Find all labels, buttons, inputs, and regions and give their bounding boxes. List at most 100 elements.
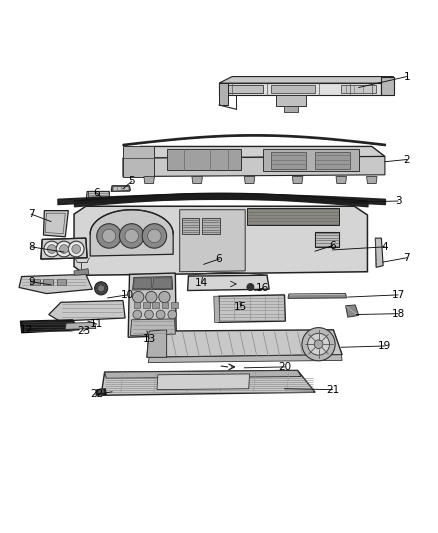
Polygon shape bbox=[341, 85, 376, 93]
Circle shape bbox=[156, 310, 165, 319]
Text: 7: 7 bbox=[28, 209, 35, 219]
Text: 19: 19 bbox=[378, 341, 392, 351]
Polygon shape bbox=[288, 294, 346, 298]
Polygon shape bbox=[247, 207, 339, 225]
Polygon shape bbox=[105, 370, 301, 378]
Text: 6: 6 bbox=[215, 254, 223, 264]
Text: 9: 9 bbox=[28, 277, 35, 287]
Circle shape bbox=[314, 340, 323, 349]
Text: 18: 18 bbox=[392, 309, 405, 319]
Text: 10: 10 bbox=[121, 290, 134, 300]
Circle shape bbox=[120, 224, 144, 248]
Text: 7: 7 bbox=[403, 253, 410, 263]
Polygon shape bbox=[49, 301, 125, 321]
Text: 22: 22 bbox=[90, 390, 103, 399]
Text: 12: 12 bbox=[20, 325, 34, 335]
Circle shape bbox=[44, 241, 60, 257]
Polygon shape bbox=[276, 95, 306, 106]
Circle shape bbox=[56, 241, 72, 257]
Circle shape bbox=[98, 285, 105, 292]
Circle shape bbox=[98, 389, 104, 395]
Polygon shape bbox=[315, 152, 350, 169]
Polygon shape bbox=[144, 176, 154, 183]
Text: 21: 21 bbox=[326, 385, 339, 394]
Circle shape bbox=[133, 292, 144, 303]
Polygon shape bbox=[96, 389, 106, 395]
Polygon shape bbox=[180, 210, 245, 272]
Circle shape bbox=[125, 229, 138, 243]
Polygon shape bbox=[244, 176, 255, 183]
Polygon shape bbox=[272, 152, 306, 169]
Text: 13: 13 bbox=[142, 334, 156, 344]
Circle shape bbox=[102, 229, 116, 243]
Polygon shape bbox=[218, 295, 286, 322]
Circle shape bbox=[133, 310, 142, 319]
Polygon shape bbox=[43, 279, 53, 285]
Text: 17: 17 bbox=[392, 290, 405, 300]
Polygon shape bbox=[171, 302, 177, 308]
Circle shape bbox=[168, 310, 177, 319]
Polygon shape bbox=[128, 273, 176, 337]
Polygon shape bbox=[219, 77, 394, 83]
Text: 2: 2 bbox=[403, 155, 410, 165]
Polygon shape bbox=[43, 211, 68, 237]
Polygon shape bbox=[148, 354, 342, 362]
Polygon shape bbox=[157, 374, 250, 390]
Text: 20: 20 bbox=[278, 362, 291, 372]
Polygon shape bbox=[336, 176, 346, 183]
Text: 14: 14 bbox=[195, 278, 208, 288]
Polygon shape bbox=[131, 319, 175, 335]
Text: 4: 4 bbox=[381, 242, 388, 252]
Polygon shape bbox=[367, 176, 377, 183]
Polygon shape bbox=[152, 278, 172, 289]
Circle shape bbox=[145, 310, 153, 319]
Circle shape bbox=[142, 224, 166, 248]
Text: 11: 11 bbox=[90, 319, 103, 329]
Polygon shape bbox=[187, 275, 269, 290]
Text: 23: 23 bbox=[77, 326, 90, 336]
Polygon shape bbox=[57, 279, 66, 285]
Polygon shape bbox=[143, 302, 150, 308]
Text: 15: 15 bbox=[234, 302, 247, 312]
Polygon shape bbox=[123, 157, 385, 176]
Polygon shape bbox=[272, 85, 315, 93]
Polygon shape bbox=[134, 278, 151, 289]
Polygon shape bbox=[19, 274, 92, 294]
Circle shape bbox=[72, 245, 81, 253]
Circle shape bbox=[302, 328, 335, 361]
Text: 16: 16 bbox=[256, 284, 269, 293]
Polygon shape bbox=[285, 106, 297, 111]
Polygon shape bbox=[147, 330, 166, 357]
Polygon shape bbox=[263, 149, 359, 171]
Polygon shape bbox=[123, 146, 153, 176]
Text: 5: 5 bbox=[128, 176, 135, 187]
Polygon shape bbox=[65, 322, 96, 329]
Polygon shape bbox=[228, 85, 263, 93]
Polygon shape bbox=[86, 191, 110, 200]
Circle shape bbox=[47, 245, 56, 253]
Polygon shape bbox=[214, 296, 220, 322]
Circle shape bbox=[146, 292, 157, 303]
Polygon shape bbox=[162, 302, 168, 308]
Circle shape bbox=[95, 282, 108, 295]
Polygon shape bbox=[90, 210, 173, 256]
Polygon shape bbox=[74, 269, 89, 275]
Text: 3: 3 bbox=[395, 196, 401, 206]
Polygon shape bbox=[219, 83, 381, 95]
Polygon shape bbox=[152, 302, 159, 308]
Polygon shape bbox=[147, 330, 342, 357]
Circle shape bbox=[68, 241, 84, 257]
Polygon shape bbox=[133, 277, 173, 290]
Polygon shape bbox=[20, 320, 79, 333]
Polygon shape bbox=[292, 176, 303, 183]
Polygon shape bbox=[192, 176, 202, 183]
Polygon shape bbox=[30, 279, 40, 285]
Polygon shape bbox=[182, 219, 199, 234]
Polygon shape bbox=[381, 77, 394, 95]
Polygon shape bbox=[219, 83, 228, 105]
Polygon shape bbox=[123, 147, 385, 158]
Polygon shape bbox=[74, 206, 367, 275]
Polygon shape bbox=[134, 302, 141, 308]
Polygon shape bbox=[101, 370, 315, 395]
Polygon shape bbox=[202, 219, 220, 234]
